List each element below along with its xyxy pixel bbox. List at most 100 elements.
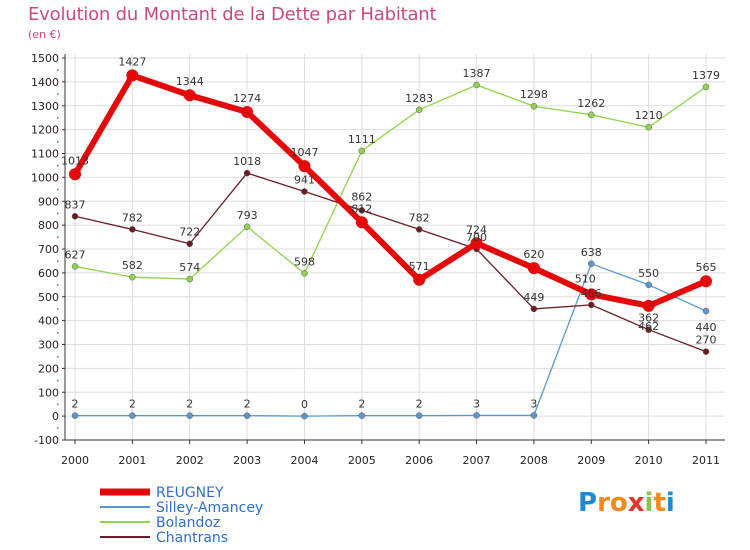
legend-label: Silley-Amancey [156, 500, 263, 516]
y-tick-label: 1000 [31, 171, 59, 184]
data-label: 2 [358, 398, 365, 411]
y-minor-dot [57, 379, 59, 382]
data-label: 574 [179, 261, 200, 274]
data-point [355, 216, 368, 229]
data-point [183, 89, 196, 102]
data-label: 627 [65, 248, 86, 261]
y-minor-dot [57, 391, 59, 394]
logo-letter: r [597, 488, 610, 518]
data-point [186, 275, 193, 283]
data-label: 3 [473, 397, 480, 410]
data-label: 1274 [233, 92, 261, 105]
data-label: 449 [523, 291, 544, 304]
data-label: 3 [530, 397, 537, 410]
x-tick-label: 2001 [118, 454, 146, 467]
data-point [470, 237, 483, 250]
data-point [473, 81, 480, 89]
y-minor-dot [57, 117, 59, 119]
data-point [700, 275, 712, 288]
data-label: 620 [523, 248, 544, 261]
data-point [301, 412, 308, 420]
data-point [129, 273, 136, 281]
data-point [415, 106, 423, 114]
y-minor-dot [57, 153, 59, 155]
data-point [358, 207, 366, 214]
data-label: 362 [638, 312, 659, 325]
y-minor-dot [57, 296, 59, 298]
data-label: 1047 [290, 146, 318, 159]
series-chantrans [71, 169, 710, 355]
data-label: 941 [294, 173, 315, 186]
y-minor-dot [57, 427, 59, 430]
data-point [415, 226, 423, 233]
chart-unit: (en €) [28, 28, 61, 41]
x-tick-label: 2006 [405, 454, 433, 467]
x-tick-label: 2000 [61, 454, 89, 467]
series-line [74, 263, 707, 417]
data-point [71, 263, 79, 270]
data-point [527, 262, 540, 275]
data-point [588, 111, 595, 119]
y-tick-label: 100 [38, 386, 59, 399]
data-label: 862 [351, 190, 372, 203]
data-label: 1111 [348, 133, 376, 146]
data-label: 724 [466, 223, 487, 236]
data-label: 466 [581, 287, 602, 300]
y-minor-dot [57, 367, 59, 370]
data-point [126, 69, 139, 82]
y-tick-label: 0 [52, 410, 59, 423]
data-label: 638 [581, 246, 602, 259]
y-minor-dot [57, 320, 59, 322]
x-tick-label: 2010 [635, 454, 663, 467]
data-label: 700 [466, 231, 487, 244]
y-tick-label: 300 [38, 339, 59, 352]
y-tick-label: 700 [38, 243, 59, 256]
y-minor-dot [57, 355, 59, 358]
y-tick-label: 900 [38, 195, 59, 208]
series-line [74, 84, 707, 280]
y-minor-dot [57, 69, 59, 71]
logo-letter: i [644, 488, 654, 518]
data-label: 582 [122, 259, 143, 272]
data-label: 2 [129, 398, 136, 411]
data-label: 565 [696, 261, 717, 274]
x-tick-label: 2009 [577, 454, 605, 467]
data-point [702, 83, 710, 91]
data-label: 1379 [692, 69, 720, 82]
data-point [530, 102, 538, 110]
y-tick-label: 1400 [31, 76, 59, 89]
series-bolandoz [71, 81, 710, 283]
legend-label: Bolandoz [156, 515, 220, 531]
data-point [243, 223, 251, 231]
data-point [71, 412, 79, 419]
y-minor-dot [57, 200, 59, 203]
x-tick-label: 2003 [233, 454, 261, 467]
series-reugney [69, 69, 712, 312]
data-point [588, 260, 595, 268]
data-point [473, 412, 480, 419]
x-tick-label: 2002 [176, 454, 204, 467]
data-label: 782 [122, 211, 143, 224]
y-minor-dot [57, 344, 59, 346]
y-minor-dot [57, 284, 59, 286]
data-point [585, 288, 598, 301]
y-tick-label: 800 [38, 219, 59, 232]
data-label: 462 [638, 320, 659, 333]
data-point [645, 326, 652, 333]
x-tick-label: 2007 [463, 454, 491, 467]
data-label: 2 [416, 398, 423, 411]
data-point [358, 147, 366, 155]
data-label: 1210 [635, 109, 663, 122]
series-silley-amancey [71, 260, 710, 420]
data-label: 722 [179, 226, 200, 239]
logo-letter: P [578, 488, 598, 518]
data-point [301, 270, 308, 277]
data-label: 510 [575, 272, 596, 285]
y-minor-dot [57, 224, 59, 227]
logo-letter: o [609, 488, 628, 518]
data-label: 1387 [463, 67, 491, 80]
data-label: 782 [409, 211, 430, 224]
data-point [642, 299, 655, 312]
data-point [358, 412, 366, 419]
data-point [71, 213, 79, 220]
